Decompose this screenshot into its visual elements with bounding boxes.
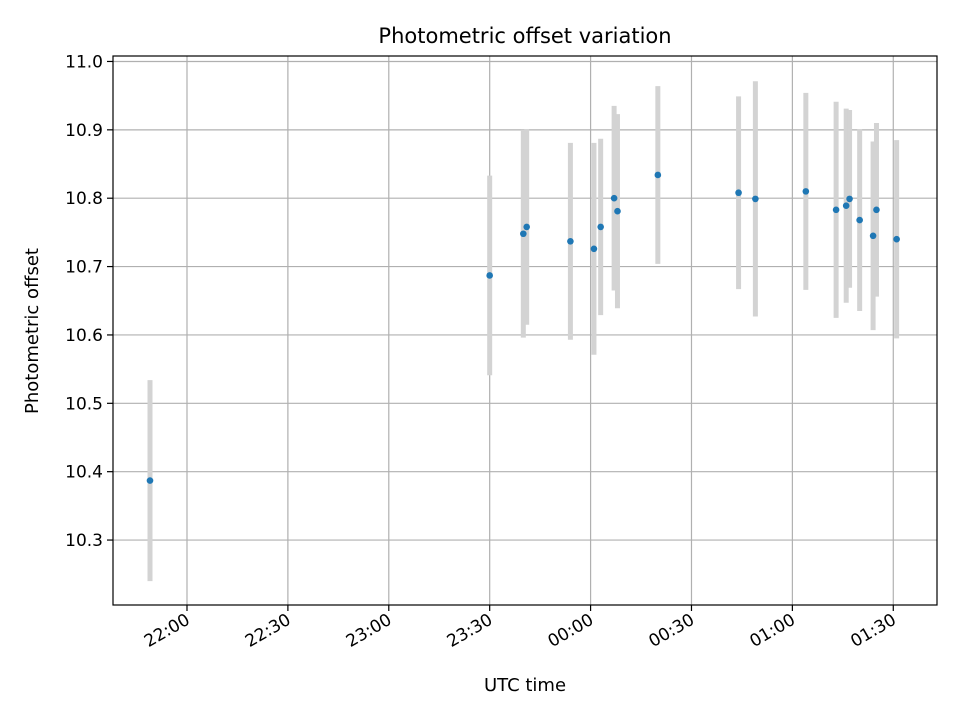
data-point xyxy=(597,223,604,231)
data-point xyxy=(869,232,877,240)
y-axis-label: Photometric offset xyxy=(22,248,43,414)
data-point xyxy=(520,230,527,238)
data-point xyxy=(614,207,621,215)
data-point xyxy=(832,206,840,214)
chart-title: Photometric offset variation xyxy=(378,24,671,48)
y-tick-label: 10.7 xyxy=(65,258,103,278)
y-tick-label: 10.9 xyxy=(65,121,103,141)
plot-frame xyxy=(112,55,938,606)
data-point xyxy=(842,202,850,210)
y-tick-label: 10.5 xyxy=(65,394,103,414)
data-point xyxy=(590,245,598,253)
x-axis-label: UTC time xyxy=(484,675,566,696)
data-point xyxy=(567,237,574,245)
y-tick-label: 10.8 xyxy=(65,189,103,209)
data-point xyxy=(486,272,493,279)
data-point xyxy=(735,189,742,197)
data-points xyxy=(146,171,900,484)
y-tick-label: 10.6 xyxy=(65,326,103,346)
data-point xyxy=(523,223,530,231)
y-axis-ticks: 10.3 10.4 10.5 10.6 10.7 10.8 10.9 11.0 xyxy=(65,52,113,551)
data-point xyxy=(752,195,759,203)
y-tick-label: 10.3 xyxy=(65,531,103,551)
data-point xyxy=(856,216,863,224)
data-point xyxy=(893,235,900,243)
data-point xyxy=(610,194,618,202)
data-point xyxy=(846,195,853,203)
y-tick-label: 11.0 xyxy=(65,52,103,72)
data-point xyxy=(146,477,154,484)
y-tick-label: 10.4 xyxy=(65,463,103,483)
data-point xyxy=(654,171,662,179)
data-point xyxy=(873,206,880,214)
data-point xyxy=(802,188,810,195)
